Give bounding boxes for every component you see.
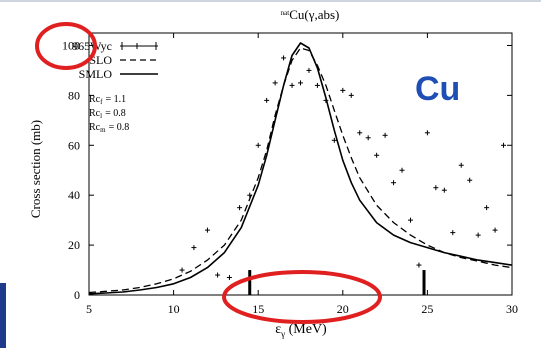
param-rcl: Rcl = 0.8 xyxy=(89,108,126,120)
data-point-965wyc xyxy=(215,272,221,278)
title-superscript: nat xyxy=(281,9,290,17)
legend-label-965wyc: 965Wyc xyxy=(72,39,112,53)
data-point-965wyc xyxy=(191,245,197,251)
parameter-block: Rcf = 1.1 Rcl = 0.8 Rcm = 0.8 xyxy=(89,94,129,134)
data-point-965wyc xyxy=(382,132,388,138)
highlight-ellipse-y100 xyxy=(35,22,97,70)
left-blue-bar xyxy=(0,283,6,348)
y-axis-label: Cross section (mb) xyxy=(28,120,43,218)
data-point-965wyc xyxy=(331,137,337,143)
data-point-965wyc xyxy=(475,232,481,238)
data-point-965wyc xyxy=(374,152,380,158)
param-rcf: Rcf = 1.1 xyxy=(89,94,126,106)
x-axis-label-main: ε xyxy=(275,322,281,337)
x-tick-label: 30 xyxy=(506,302,518,316)
y-tick-label: 60 xyxy=(68,138,80,152)
data-point-965wyc xyxy=(298,80,303,86)
data-point-965wyc xyxy=(407,217,413,223)
y-tick-label: 80 xyxy=(68,88,80,102)
legend-label-slo: SLO xyxy=(89,53,112,67)
data-point-965wyc xyxy=(357,130,363,136)
axis-ticks: 5 10 15 20 25 30 0 20 40 60 80 100 xyxy=(62,33,518,316)
data-point-965wyc xyxy=(365,135,371,141)
data-point-965wyc xyxy=(255,142,261,148)
data-point-965wyc xyxy=(204,227,210,233)
data-point-965wyc xyxy=(416,262,422,268)
y-tick-label: 0 xyxy=(74,288,80,302)
data-point-965wyc xyxy=(391,180,397,186)
x-axis-label-sub: γ xyxy=(280,329,285,339)
data-point-965wyc xyxy=(348,92,354,98)
legend-swatch-965wyc xyxy=(120,42,158,50)
y-tick-label: 40 xyxy=(68,188,80,202)
element-label: Cu xyxy=(415,70,460,108)
data-point-965wyc xyxy=(492,227,498,233)
x-tick-label: 10 xyxy=(168,302,180,316)
data-point-965wyc xyxy=(340,87,346,93)
data-point-965wyc xyxy=(424,130,430,136)
data-point-965wyc xyxy=(484,205,490,211)
legend: 965Wyc SLO SMLO xyxy=(72,39,158,81)
x-tick-label: 20 xyxy=(337,302,349,316)
data-point-965wyc xyxy=(441,187,447,193)
x-axis-label: εγ (MeV) xyxy=(275,322,327,339)
param-rcm: Rcm = 0.8 xyxy=(89,122,129,134)
data-point-965wyc xyxy=(458,162,464,168)
data-point-965wyc xyxy=(399,167,405,173)
data-point-965wyc xyxy=(433,185,439,191)
data-point-965wyc xyxy=(289,82,295,88)
series-line-smlo xyxy=(88,42,513,295)
series-line-slo xyxy=(88,47,513,294)
y-tick-label: 20 xyxy=(68,238,80,252)
data-point-965wyc xyxy=(467,177,473,183)
data-point-965wyc xyxy=(450,230,456,236)
threshold-markers xyxy=(248,270,426,295)
x-tick-label: 5 xyxy=(86,302,92,316)
data-point-965wyc xyxy=(226,275,232,281)
chart-title: natCu(γ,abs) xyxy=(281,7,340,22)
data-point-965wyc xyxy=(237,205,243,211)
highlight-ellipse-x-range xyxy=(222,270,382,324)
data-point-965wyc xyxy=(306,67,312,73)
series-layer xyxy=(88,42,513,295)
x-tick-label: 25 xyxy=(421,302,433,316)
data-point-965wyc xyxy=(281,55,287,61)
title-main: Cu(γ,abs) xyxy=(289,7,339,22)
data-point-965wyc xyxy=(314,82,320,88)
x-axis-label-unit: (MeV) xyxy=(285,322,327,337)
legend-label-smlo: SMLO xyxy=(79,67,113,81)
x-tick-label: 15 xyxy=(252,302,264,316)
data-point-965wyc xyxy=(179,267,185,273)
data-point-965wyc xyxy=(264,97,270,103)
data-point-965wyc xyxy=(501,142,507,148)
y-tick-label: 100 xyxy=(62,38,80,52)
plot-frame xyxy=(88,32,513,296)
data-point-965wyc xyxy=(272,80,278,86)
